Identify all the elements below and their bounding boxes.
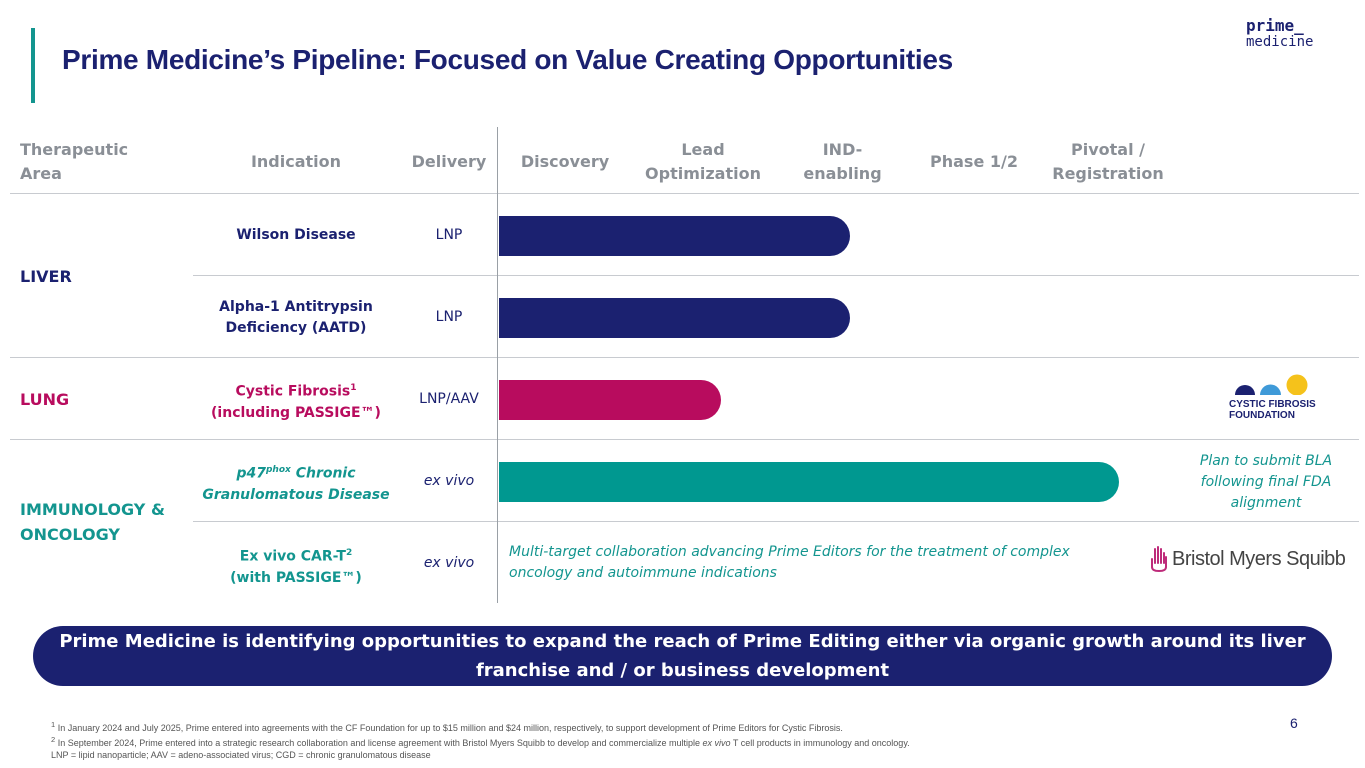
- bla-note: Plan to submit BLA following final FDA a…: [1199, 453, 1333, 511]
- cff-circles-icon: [1235, 374, 1308, 396]
- prime-medicine-logo: prime_ medicine: [1246, 17, 1313, 51]
- car-t-name: Ex vivo CAR-T: [239, 548, 346, 565]
- footnote-2-text-b: ex vivo: [702, 738, 731, 748]
- program-bar-cystic-fibrosis: [499, 380, 721, 420]
- delivery-p47phox: ex vivo: [423, 473, 475, 489]
- title-accent-bar: [31, 28, 35, 103]
- stage-divider: [497, 127, 498, 603]
- footnote-2-text-a: In September 2024, Prime entered into a …: [57, 738, 703, 748]
- bristol-myers-squibb-logo: Bristol Myers Squibb: [1150, 545, 1346, 573]
- p47-name: Chronic: [290, 465, 356, 482]
- area-divider-lung: [10, 357, 1359, 358]
- header-delivery: Delivery: [411, 152, 487, 171]
- cff-wordmark: CYSTIC FIBROSIS FOUNDATION: [1229, 399, 1316, 421]
- bms-collab-note: Multi-target collaboration advancing Pri…: [509, 544, 1070, 581]
- header-phase-1-2: Phase 1/2: [930, 152, 1018, 171]
- area-liver: LIVER: [20, 267, 72, 286]
- cystic-fibrosis-foundation-logo: CYSTIC FIBROSIS FOUNDATION: [1229, 373, 1329, 421]
- p47-sup: phox: [265, 465, 291, 475]
- footnote-1-marker: 1: [51, 720, 56, 729]
- p47-name-line2: Granulomatous Disease: [202, 486, 390, 503]
- car-t-name-line2: (with PASSIGE™): [230, 569, 362, 586]
- p47-prefix: p47: [236, 465, 266, 482]
- indication-car-t: Ex vivo CAR-T2 (with PASSIGE™): [196, 543, 396, 589]
- bms-wordmark: Bristol Myers Squibb: [1172, 547, 1346, 570]
- footnote-1: 1 In January 2024 and July 2025, Prime e…: [51, 720, 843, 733]
- footnote-abbreviations: LNP = lipid nanoparticle; AAV = adeno-as…: [51, 750, 431, 760]
- cf-name: Cystic Fibrosis: [235, 383, 351, 400]
- delivery-aatd: LNP: [435, 309, 463, 325]
- program-bar-p47phox: [499, 462, 1119, 502]
- footnote-2-marker: 2: [51, 735, 56, 744]
- program-bar-aatd: [499, 298, 850, 338]
- logo-line2: medicine: [1246, 34, 1314, 50]
- delivery-car-t: ex vivo: [423, 555, 475, 571]
- header-therapeutic-area: Therapeutic Area: [20, 140, 129, 183]
- row-divider-immunology: [193, 521, 1359, 522]
- header-discovery: Discovery: [520, 152, 610, 171]
- page-number: 6: [1290, 715, 1298, 731]
- cf-name-line2: (including PASSIGE™): [211, 404, 381, 421]
- indication-cystic-fibrosis: Cystic Fibrosis1 (including PASSIGE™): [196, 378, 396, 424]
- footnote-2: 2 In September 2024, Prime entered into …: [51, 735, 910, 748]
- cf-footnote-ref: 1: [350, 383, 357, 393]
- logo-line1: prime_: [1246, 16, 1304, 35]
- page-title: Prime Medicine’s Pipeline: Focused on Va…: [62, 44, 953, 75]
- header-ind-enabling: IND-enabling: [803, 140, 882, 183]
- car-t-footnote-ref: 2: [345, 548, 353, 558]
- bms-mark-icon: [1151, 546, 1167, 573]
- delivery-cystic-fibrosis: LNP/AAV: [419, 391, 479, 407]
- banner-text: Prime Medicine is identifying opportunit…: [59, 631, 1306, 681]
- header-divider: [10, 193, 1359, 194]
- indication-aatd: Alpha-1 Antitrypsin Deficiency (AATD): [219, 299, 373, 336]
- area-divider-immunology: [10, 439, 1359, 440]
- delivery-wilson: LNP: [435, 227, 463, 243]
- area-lung: LUNG: [20, 390, 70, 409]
- area-immunology-oncology: IMMUNOLOGY & ONCOLOGY: [20, 500, 165, 544]
- header-indication: Indication: [250, 152, 342, 171]
- key-message-banner: Prime Medicine is identifying opportunit…: [33, 626, 1332, 686]
- program-bar-wilson: [499, 216, 850, 256]
- indication-p47phox-cgd: p47phox Chronic Granulomatous Disease: [196, 460, 396, 506]
- footnote-1-text: In January 2024 and July 2025, Prime ent…: [57, 723, 843, 733]
- header-pivotal-registration: Pivotal / Registration: [1052, 140, 1164, 183]
- indication-wilson: Wilson Disease: [236, 227, 356, 243]
- header-lead-optimization: Lead Optimization: [645, 140, 761, 183]
- footnote-2-text-c: T cell products in immunology and oncolo…: [730, 738, 910, 748]
- row-divider-liver: [193, 275, 1359, 276]
